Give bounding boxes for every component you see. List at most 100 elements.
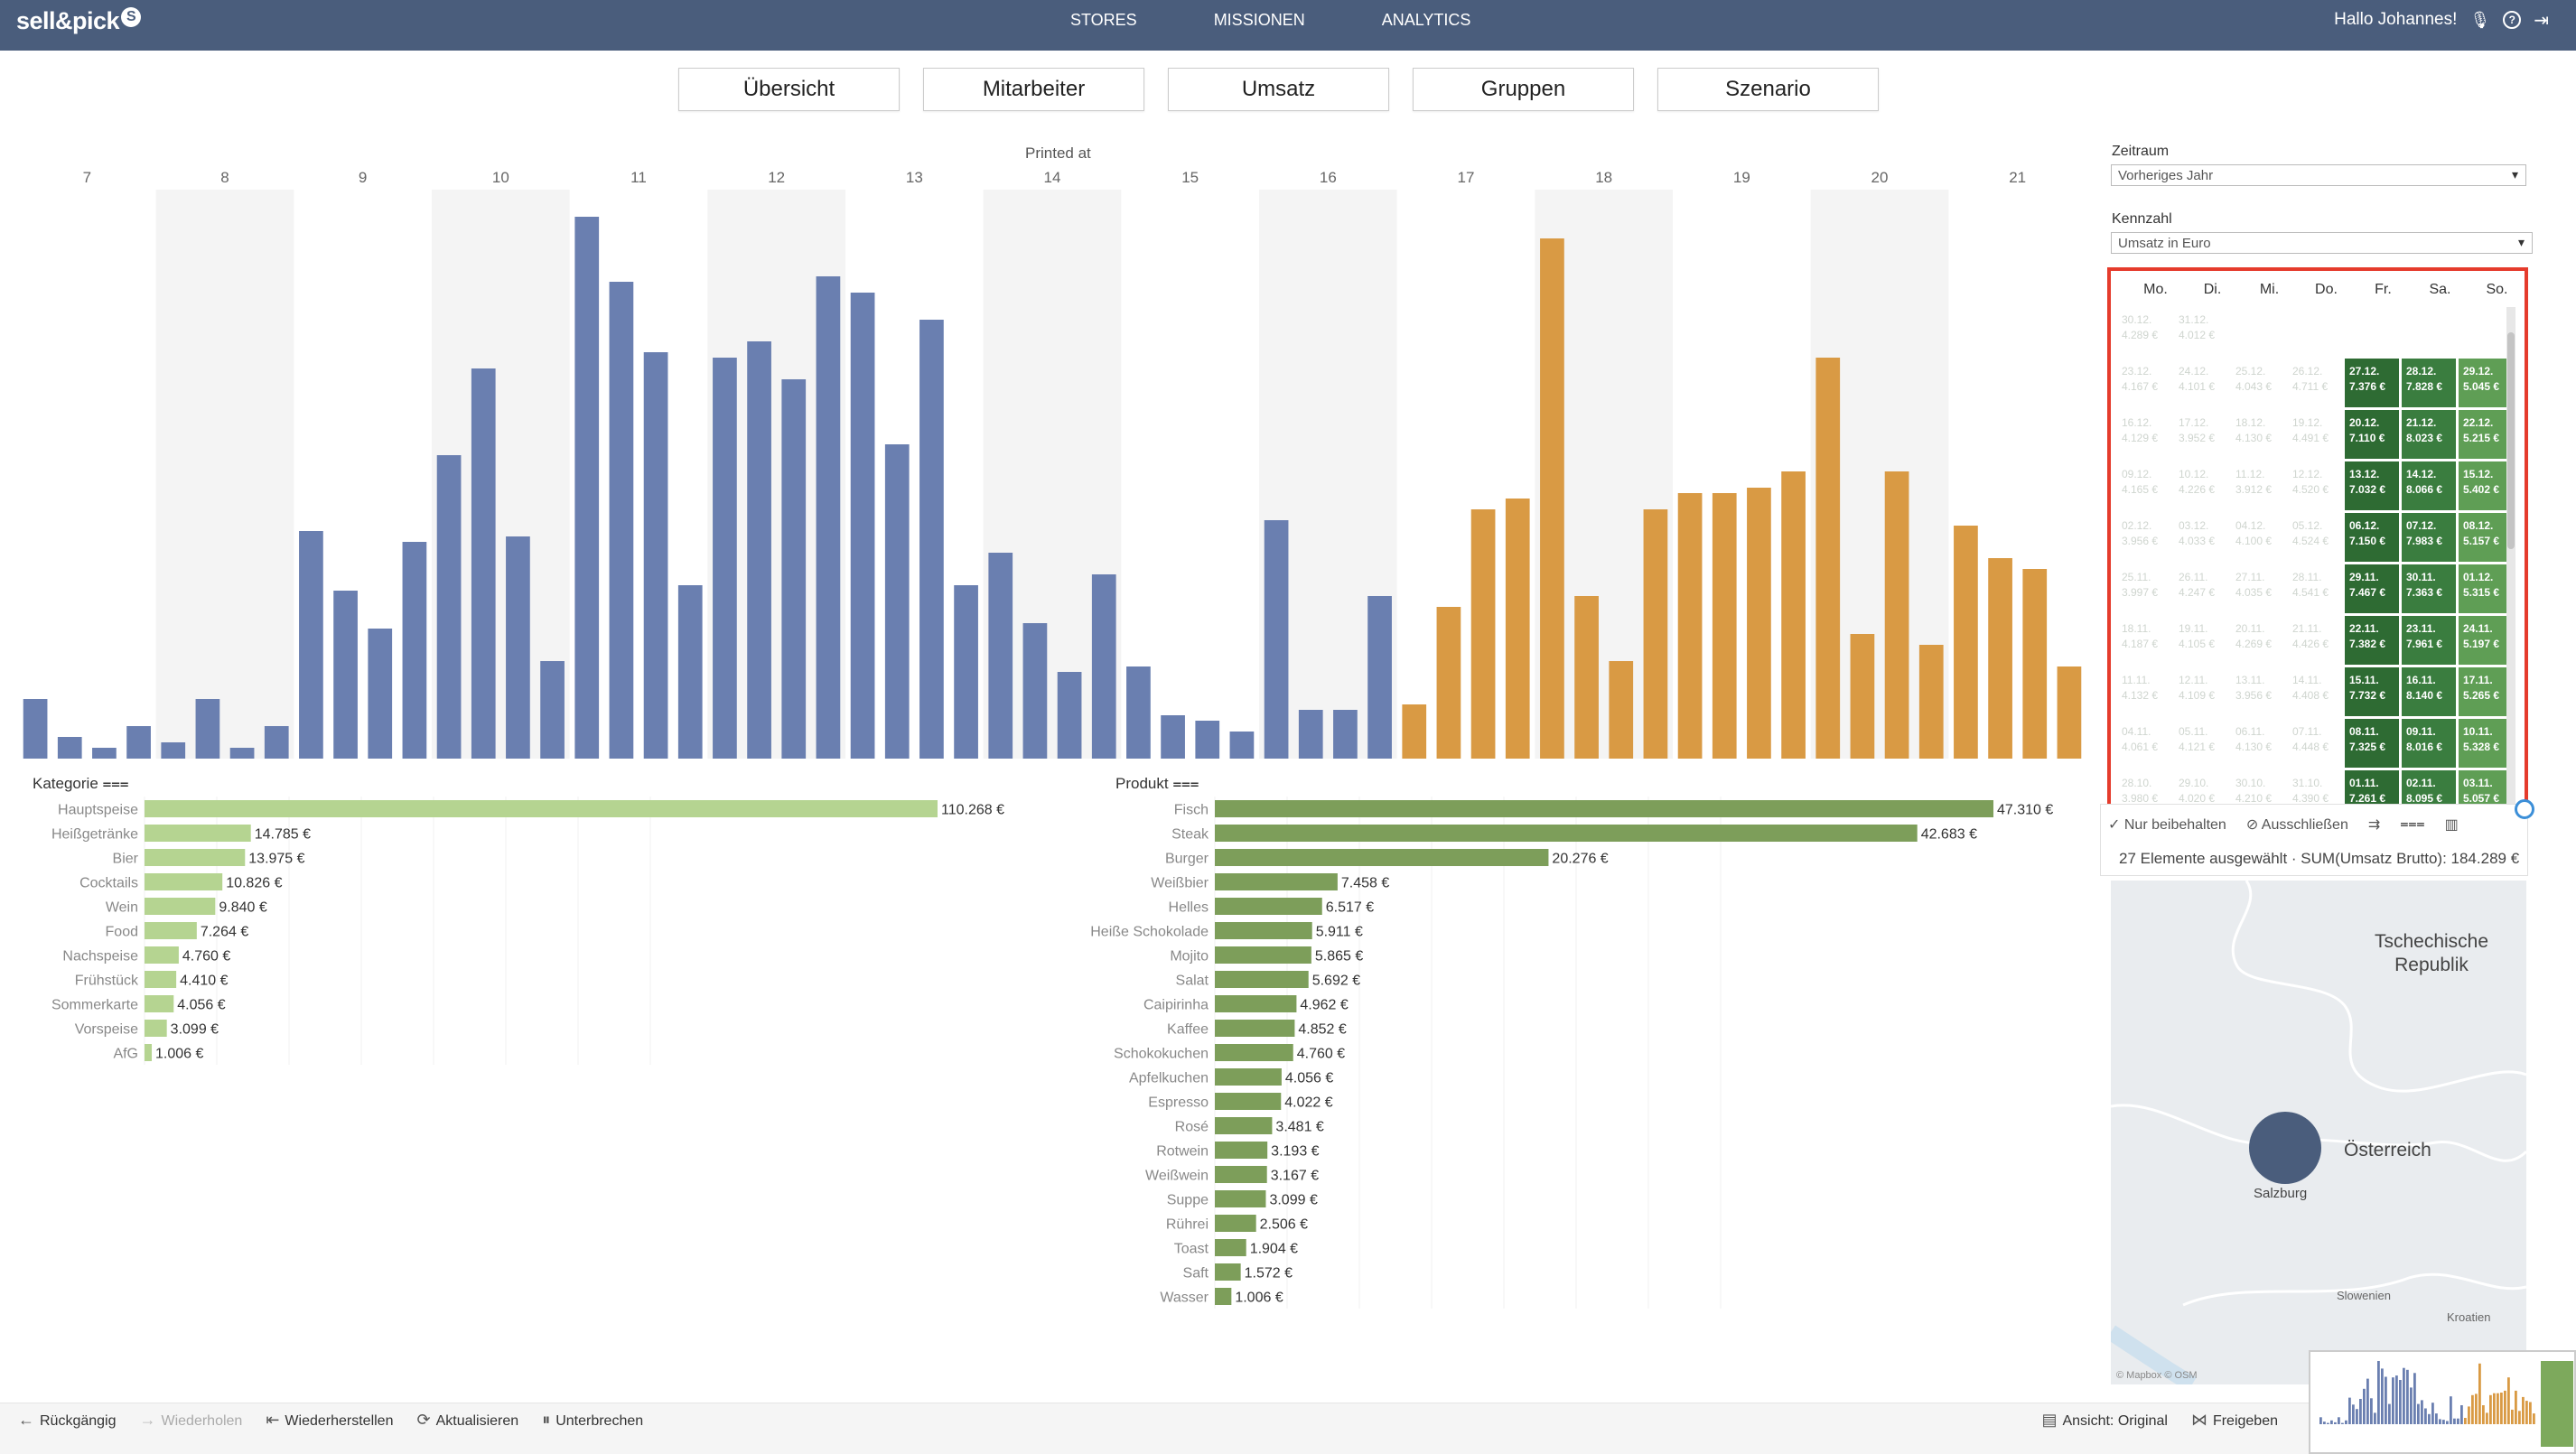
calendar-day-cell[interactable]: 24.12. 4.101 € (2174, 359, 2228, 407)
chart-bar[interactable] (57, 737, 82, 759)
chart-bar[interactable] (1402, 704, 1427, 759)
map-view[interactable]: Tschechische Republik Österreich Salzbur… (2111, 881, 2526, 1384)
thumb-bar[interactable] (2497, 1393, 2499, 1424)
calendar-day-cell[interactable]: 04.11. 4.061 € (2117, 719, 2171, 768)
chart-bar[interactable] (229, 748, 255, 759)
thumb-bar[interactable] (2323, 1421, 2326, 1424)
category-bar[interactable] (1215, 1117, 1273, 1134)
calendar-day-cell[interactable]: 15.11. 7.732 € (2345, 667, 2399, 716)
chart-bar[interactable] (1574, 596, 1599, 759)
calendar-day-cell[interactable]: 05.11. 4.121 € (2174, 719, 2228, 768)
chart-bar[interactable] (1126, 666, 1151, 759)
chart-bar[interactable] (2057, 666, 2082, 759)
chart-bar[interactable] (1505, 499, 1530, 759)
calendar-day-cell[interactable]: 29.12. 5.045 € (2459, 359, 2513, 407)
thumb-bar[interactable] (2511, 1409, 2514, 1424)
thumb-bar[interactable] (2417, 1403, 2420, 1424)
revert-button[interactable]: ⇤ Wiederherstellen (266, 1411, 393, 1430)
thumb-bar[interactable] (2345, 1420, 2347, 1424)
undo-button[interactable]: ← Rückgängig (18, 1411, 117, 1430)
thumb-bar[interactable] (2507, 1377, 2510, 1424)
thumb-bar[interactable] (2356, 1409, 2358, 1424)
thumb-bar[interactable] (2428, 1413, 2431, 1424)
pause-button[interactable]: ⏸ Unterbrechen (542, 1411, 643, 1430)
calendar-day-cell[interactable]: 12.11. 4.109 € (2174, 667, 2228, 716)
chart-bar[interactable] (919, 320, 944, 759)
thumb-bar[interactable] (2489, 1394, 2492, 1424)
chart-bar[interactable] (161, 742, 186, 759)
chart-bar[interactable] (299, 531, 323, 759)
thumb-bar[interactable] (2442, 1420, 2445, 1424)
category-bar[interactable] (145, 995, 174, 1012)
category-bar[interactable] (145, 825, 251, 842)
calendar-day-cell[interactable]: 09.11. 8.016 € (2402, 719, 2456, 768)
chart-bar[interactable] (1918, 645, 1944, 759)
chart-bar[interactable] (1470, 509, 1496, 759)
category-bar[interactable] (1215, 1215, 1256, 1232)
chart-bar[interactable] (1954, 526, 1978, 759)
chart-bar[interactable] (1022, 623, 1048, 759)
thumb-bar[interactable] (2468, 1406, 2470, 1424)
category-bar[interactable] (1215, 873, 1338, 890)
calendar-day-cell[interactable]: 07.12. 7.983 € (2402, 513, 2456, 562)
category-bar[interactable] (1215, 1166, 1267, 1183)
thumb-bar[interactable] (2410, 1387, 2413, 1424)
calendar-day-cell[interactable]: 10.11. 5.328 € (2459, 719, 2513, 768)
calendar-day-cell[interactable]: 03.12. 4.033 € (2174, 513, 2228, 562)
category-bar[interactable] (145, 1044, 153, 1061)
calendar-day-cell[interactable]: 28.10. 3.980 € (2117, 770, 2171, 819)
calendar-day-cell[interactable]: 28.11. 4.541 € (2288, 564, 2342, 613)
category-bar[interactable] (1215, 946, 1311, 964)
category-bar[interactable] (145, 922, 197, 939)
category-bar[interactable] (145, 800, 938, 817)
thumb-bar[interactable] (2330, 1420, 2333, 1424)
chart-bar[interactable] (2022, 569, 2048, 759)
sort-icon[interactable]: ⩶ (1172, 775, 1199, 792)
calendar-day-cell[interactable]: 06.11. 4.130 € (2231, 719, 2285, 768)
nav-analytics[interactable]: ANALYTICS (1381, 10, 1471, 29)
chart-bar[interactable] (574, 217, 600, 759)
calendar-day-cell[interactable]: 19.12. 4.491 € (2288, 410, 2342, 459)
calendar-day-cell[interactable]: 01.12. 5.315 € (2459, 564, 2513, 613)
microphone-icon[interactable]: 🎙︎ (2469, 10, 2491, 29)
calendar-day-cell[interactable]: 23.11. 7.961 € (2402, 616, 2456, 665)
thumb-bar[interactable] (2363, 1388, 2366, 1424)
chart-bar[interactable] (1712, 493, 1737, 759)
chart-bar[interactable] (677, 585, 703, 759)
drag-handle-icon[interactable] (2515, 799, 2534, 819)
chart-bar[interactable] (1091, 574, 1116, 759)
thumb-bar[interactable] (2518, 1411, 2521, 1424)
view-original-button[interactable]: ▤ Ansicht: Original (2041, 1411, 2168, 1430)
thumb-bar[interactable] (2377, 1361, 2380, 1424)
kategorie-chart[interactable]: Hauptspeise 110.268 € Heißgetränke 14.785 €… (0, 786, 1066, 1075)
chart-bar[interactable] (713, 358, 737, 759)
calendar-day-cell[interactable]: 10.12. 4.226 € (2174, 461, 2228, 510)
category-bar[interactable] (1215, 1093, 1282, 1110)
category-bar[interactable] (1215, 922, 1312, 939)
thumb-bar[interactable] (2486, 1412, 2488, 1424)
chart-bar[interactable] (1264, 520, 1289, 759)
app-logo[interactable]: sell&pick S (16, 7, 142, 35)
chart-bar[interactable] (23, 699, 48, 759)
kennzahl-select[interactable]: Umsatz in Euro (2111, 232, 2533, 254)
calendar-day-cell[interactable]: 17.12. 3.952 € (2174, 410, 2228, 459)
chart-bar[interactable] (1677, 493, 1703, 759)
thumb-bar[interactable] (2392, 1377, 2394, 1424)
chart-bar[interactable] (1884, 471, 1909, 759)
chart-bar[interactable] (609, 282, 634, 759)
hourly-revenue-chart[interactable]: 7 8 9 10 11 12 13 14 15 16 17 18 19 20 21 (18, 163, 2105, 759)
category-bar[interactable] (145, 898, 216, 915)
thumb-bar[interactable] (2460, 1405, 2463, 1424)
thumb-bar[interactable] (2475, 1393, 2478, 1424)
chart-bar[interactable] (954, 585, 978, 759)
category-bar[interactable] (1215, 1190, 1266, 1207)
calendar-day-cell[interactable]: 17.11. 5.265 € (2459, 667, 2513, 716)
calendar-day-cell[interactable]: 22.11. 7.382 € (2345, 616, 2399, 665)
chart-bar[interactable] (1057, 672, 1082, 759)
thumb-bar[interactable] (2525, 1401, 2528, 1424)
thumb-bar[interactable] (2504, 1390, 2506, 1424)
exclude-button[interactable]: ⊘ Ausschließen (2246, 816, 2348, 834)
thumb-bar[interactable] (2327, 1422, 2329, 1424)
category-bar[interactable] (1215, 849, 1549, 866)
scrollbar-thumb[interactable] (2507, 332, 2515, 549)
